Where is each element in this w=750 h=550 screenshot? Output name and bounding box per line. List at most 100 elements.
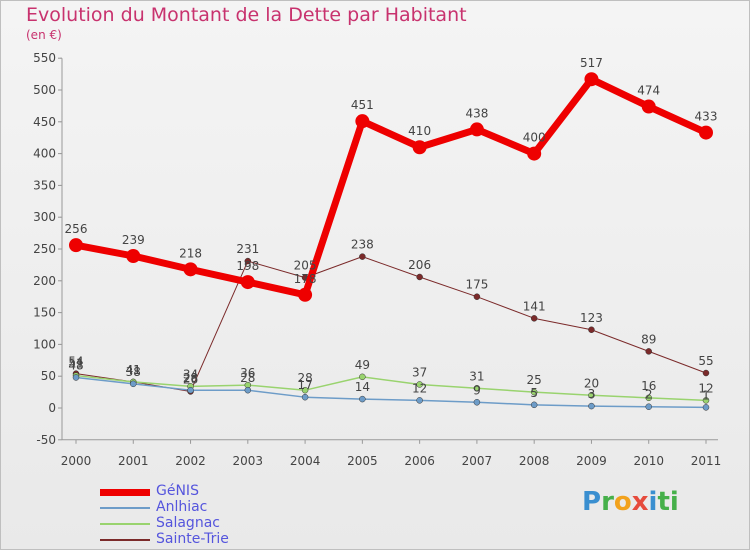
legend-swatch-salagnac (100, 523, 150, 525)
x-tick-label: 2010 (633, 454, 664, 468)
data-point (359, 373, 366, 381)
x-tick-label: 2011 (691, 454, 722, 468)
data-label: 474 (637, 84, 660, 98)
data-point (473, 399, 481, 406)
x-tick-label: 2009 (576, 454, 607, 468)
data-label: 26 (183, 372, 198, 386)
data-point (416, 381, 423, 388)
data-label: 239 (122, 233, 145, 247)
chart-title: Evolution du Montant de la Dette par Hab… (26, 4, 467, 26)
data-label: 54 (68, 355, 83, 369)
series-line (75, 75, 708, 299)
data-label: 28 (183, 371, 198, 385)
data-point (645, 394, 652, 402)
x-tick-label: 2007 (462, 454, 493, 468)
data-label: 25 (527, 373, 542, 387)
data-point (359, 253, 366, 260)
y-tick-label: 300 (33, 210, 56, 224)
x-tick-label: 2005 (347, 454, 378, 468)
data-point (126, 248, 141, 263)
data-label: 41 (126, 363, 141, 377)
legend-label-sainte-trie: Sainte-Trie (156, 531, 229, 547)
y-tick-label: 250 (33, 242, 56, 256)
data-point (530, 401, 538, 409)
data-label: 517 (580, 56, 603, 70)
data-label: 17 (297, 378, 312, 392)
data-label: 1 (702, 388, 710, 402)
data-label: 5 (530, 386, 538, 400)
data-label: 218 (179, 246, 202, 260)
data-point (244, 386, 252, 394)
data-point (588, 392, 595, 399)
data-label: 16 (641, 379, 656, 393)
y-tick-label: 450 (33, 115, 56, 129)
y-tick-label: 150 (33, 306, 56, 320)
x-tick-label: 2001 (118, 454, 149, 468)
data-label: 12 (698, 381, 713, 395)
data-point (469, 122, 484, 137)
data-label: 48 (68, 358, 83, 372)
data-label: 49 (355, 358, 370, 372)
y-tick-label: 350 (33, 178, 56, 192)
data-point (72, 374, 80, 381)
data-label: 31 (469, 369, 484, 383)
x-tick-label: 2008 (519, 454, 550, 468)
y-tick-label: -50 (36, 433, 56, 447)
proxiti-logo: Proxiti (582, 487, 679, 517)
y-tick-label: 100 (33, 337, 56, 351)
legend-swatch-sainte-trie (100, 539, 150, 541)
x-tick-label: 2003 (233, 454, 264, 468)
data-point (301, 393, 309, 401)
data-point (473, 385, 481, 392)
series-line (75, 374, 707, 402)
data-point (244, 257, 252, 265)
x-tick-label: 2004 (290, 454, 321, 468)
data-point (130, 380, 137, 388)
data-label: 89 (641, 332, 656, 346)
data-label: 175 (465, 278, 488, 292)
data-point (187, 386, 194, 394)
data-label: 34 (183, 367, 198, 381)
data-label: 178 (294, 272, 317, 286)
data-point (702, 404, 710, 411)
data-point (530, 388, 538, 396)
y-tick-label: 400 (33, 147, 56, 161)
data-point (530, 315, 538, 322)
data-label: 41 (126, 363, 141, 377)
data-label: 206 (408, 258, 431, 272)
data-label: 205 (294, 259, 317, 273)
data-label: 38 (126, 365, 141, 379)
data-label: 438 (465, 106, 488, 120)
data-label: 198 (236, 259, 259, 273)
x-tick-label: 2000 (61, 454, 92, 468)
data-label: 400 (523, 131, 546, 145)
data-label: 37 (412, 365, 427, 379)
y-tick-label: 500 (33, 83, 56, 97)
y-tick-label: 550 (33, 51, 56, 65)
legend-label-salagnac: Salagnac (156, 515, 220, 531)
data-label: 55 (698, 354, 713, 368)
data-label: 3 (588, 387, 596, 401)
data-point (359, 395, 366, 403)
data-point (702, 369, 710, 377)
data-point (588, 402, 595, 410)
data-point (641, 99, 656, 114)
data-point (645, 348, 652, 355)
data-label: 12 (412, 381, 427, 395)
data-point (588, 326, 595, 334)
data-label: 141 (523, 299, 546, 313)
data-label: 238 (351, 238, 374, 252)
data-label: 433 (695, 110, 718, 124)
x-tick-label: 2002 (175, 454, 206, 468)
data-label: 2 (645, 388, 653, 402)
data-point (699, 125, 713, 140)
data-label: 256 (65, 222, 88, 236)
data-label: 51 (68, 357, 83, 371)
data-point (416, 397, 423, 404)
data-label: 451 (351, 98, 374, 112)
data-label: 231 (236, 242, 259, 256)
data-point (527, 146, 542, 161)
data-label: 36 (240, 366, 255, 380)
data-point (584, 72, 599, 87)
legend-label-genis: GéNIS (156, 483, 199, 499)
